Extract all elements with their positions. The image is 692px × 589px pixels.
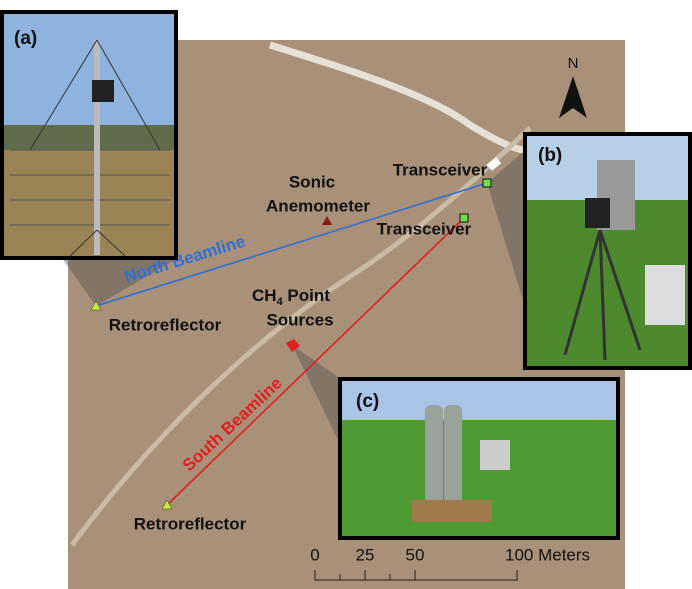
scale-label: 25 <box>356 545 375 564</box>
label-part: 4 <box>277 296 284 308</box>
label: Anemometer <box>266 196 370 215</box>
north-arrow <box>559 76 587 118</box>
sign <box>486 157 502 171</box>
callout-a <box>62 258 178 306</box>
retroreflector-marker <box>90 300 102 311</box>
label: Retroreflector <box>109 315 222 334</box>
anemometer-marker <box>322 216 332 225</box>
label: Sonic <box>289 172 335 191</box>
photo-a <box>0 10 178 260</box>
photo-c <box>338 377 620 540</box>
label: Sources <box>266 310 333 329</box>
panel-label: (b) <box>538 145 562 166</box>
scale-label: 50 <box>406 545 425 564</box>
track <box>69 126 532 547</box>
label: Retroreflector <box>134 514 247 533</box>
label: Transceiver <box>393 160 488 179</box>
scale-label: 100 Meters <box>505 545 590 564</box>
source-marker <box>286 339 300 352</box>
callout-c <box>292 345 338 440</box>
scale-bar <box>314 570 518 581</box>
north-label: N <box>568 55 579 72</box>
south-beamline <box>166 217 465 506</box>
panel-label: (c) <box>356 391 379 412</box>
transceiver-marker <box>482 178 492 188</box>
transceiver-marker <box>459 213 469 223</box>
retroreflector-marker <box>161 499 173 510</box>
label: CH4 Point <box>252 286 330 307</box>
label: Transceiver <box>377 219 472 238</box>
scale-label: 0 <box>310 545 319 564</box>
panel-label: (a) <box>14 28 37 49</box>
label-part: CH <box>252 286 277 305</box>
road <box>268 41 526 154</box>
photo-b <box>523 132 692 370</box>
callout-b <box>487 152 523 300</box>
north-beamline <box>95 182 488 307</box>
label-part: Point <box>283 286 331 305</box>
